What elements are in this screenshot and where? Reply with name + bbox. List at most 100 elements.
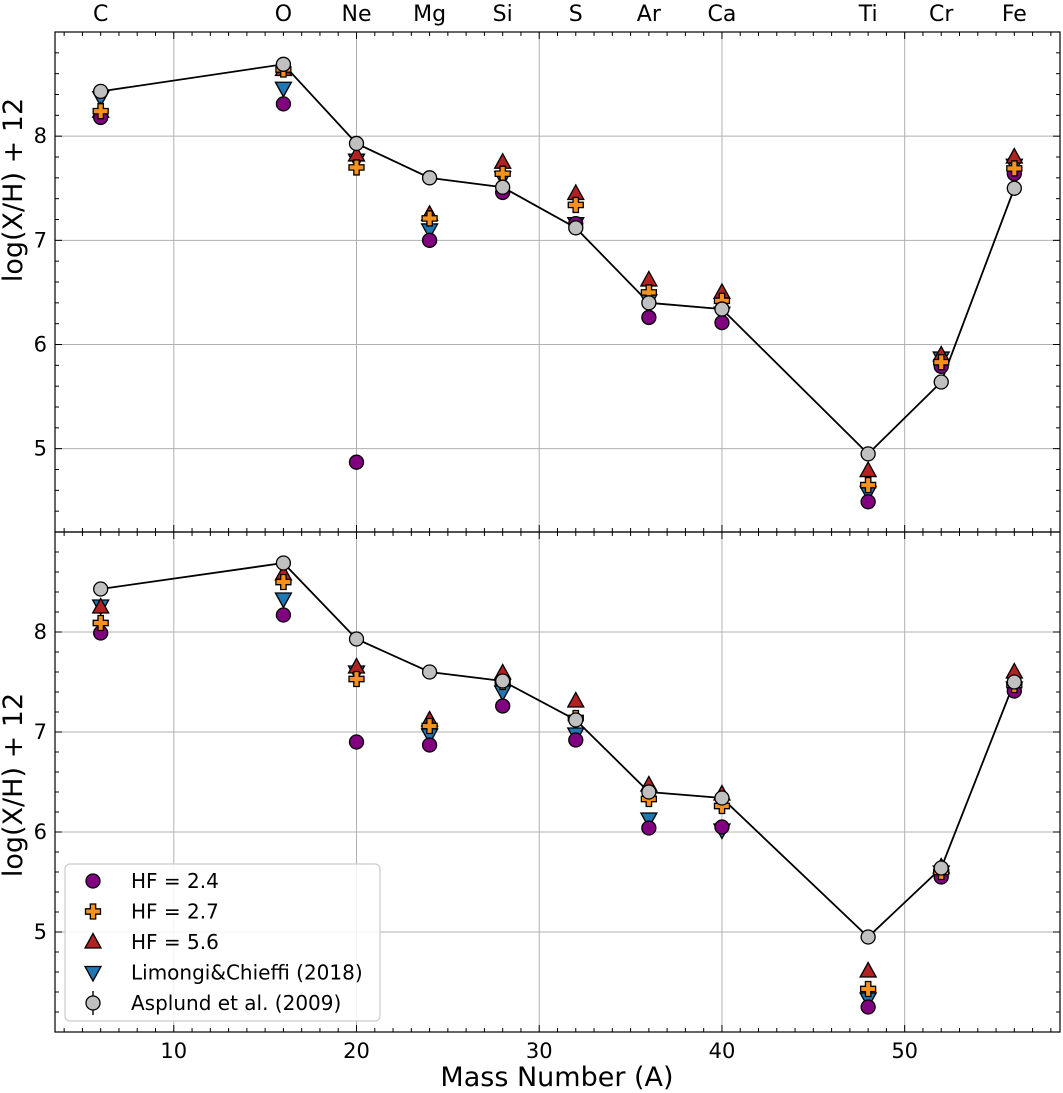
legend-item-asplund-et-al-2009-marker [85, 995, 101, 1011]
bottom-point-hf-2-4 [860, 999, 876, 1015]
bottom-point-hf-2-4 [275, 607, 292, 623]
element-labels: C O Ne Mg Si S Ar Ca Ti Cr Fe [93, 2, 1027, 27]
bottom-point-hf-2-7 [859, 980, 877, 998]
element-label-mg: Mg [413, 2, 446, 27]
element-label-cr: Cr [929, 2, 954, 27]
bottom-point-hf-5-6 [859, 961, 878, 978]
bottom-point-asplund-et-al-2009 [348, 631, 365, 647]
top-y-tick-label: 7 [34, 228, 47, 252]
element-label-si: Si [493, 2, 513, 27]
top-point-hf-2-4 [275, 96, 292, 112]
element-label-ti: Ti [858, 2, 878, 27]
x-tick-label: 30 [526, 1039, 553, 1063]
bottom-point-asplund-et-al-2009 [933, 860, 949, 876]
element-label-ne: Ne [342, 2, 372, 27]
bottom-point-asplund-et-al-2009 [1006, 674, 1022, 690]
x-tick-label: 40 [709, 1039, 736, 1063]
top-point-asplund-et-al-2009 [1006, 180, 1022, 196]
element-label-s: S [569, 2, 583, 27]
top-point-hf-5-6 [859, 460, 878, 478]
top-point-hf-2-4 [641, 309, 657, 326]
legend: HF = 2.4 HF = 2.7 HF = 5.6 Limongi&Chieffi … [64, 863, 381, 1022]
legend-item-asplund-et-al-2009-label: Asplund et al. (2009) [131, 991, 341, 1015]
top-point-asplund-et-al-2009 [421, 170, 438, 186]
element-label-ca: Ca [708, 2, 737, 27]
bottom-point-asplund-et-al-2009 [93, 581, 109, 597]
bottom-panel: 5 6 7 8 10 20 30 40 50 log(X/H) + 12 [0, 531, 1061, 1063]
bottom-point-hf-2-4 [495, 698, 511, 714]
bottom-point-asplund-et-al-2009 [421, 664, 438, 680]
top-point-asplund-et-al-2009 [860, 446, 876, 462]
bottom-point-asplund-et-al-2009 [641, 784, 657, 800]
element-label-ar: Ar [637, 2, 662, 27]
top-point-hf-2-7 [421, 210, 438, 227]
top-point-asplund-et-al-2009 [348, 135, 365, 152]
bottom-point-hf-2-4 [641, 820, 657, 836]
bottom-point-asplund-et-al-2009 [495, 673, 511, 689]
top-point-asplund-et-al-2009 [275, 56, 292, 72]
bottom-point-hf-2-4 [568, 732, 584, 748]
bottom-point-asplund-et-al-2009 [860, 929, 876, 945]
top-asplund-line [100, 63, 1016, 456]
x-tick-label: 20 [343, 1039, 370, 1063]
bottom-point-asplund-et-al-2009 [568, 712, 584, 728]
top-point-asplund-et-al-2009 [714, 301, 730, 317]
legend-item-limongi-chieffi-2018-marker [83, 965, 103, 983]
bottom-point-hf-5-6 [91, 597, 110, 614]
legend-item-hf-2-7-marker [84, 903, 102, 920]
bottom-point-limongi-chieffi-2018 [274, 592, 293, 609]
top-point-hf-2-4 [421, 232, 438, 248]
top-point-hf-2-4 [348, 454, 365, 470]
top-point-asplund-et-al-2009 [495, 179, 511, 195]
top-point-hf-5-6 [639, 270, 658, 287]
legend-item-hf-5-6-marker [83, 932, 103, 949]
bottom-point-hf-2-4 [421, 737, 438, 753]
legend-item-hf-2-4-marker [85, 873, 101, 889]
top-point-hf-2-7 [567, 196, 584, 214]
element-label-o: O [275, 2, 292, 27]
top-point-asplund-et-al-2009 [568, 220, 584, 236]
legend-item-limongi-chieffi-2018-label: Limongi&Chieffi (2018) [131, 961, 363, 985]
bottom-point-hf-2-7 [275, 573, 292, 591]
top-point-limongi-chieffi-2018 [274, 81, 293, 99]
bottom-point-hf-2-7 [421, 717, 438, 735]
bottom-y-axis-label: log(X/H) + 12 [0, 693, 29, 877]
top-y-tick-label: 5 [34, 437, 47, 461]
top-axes-frame [54, 31, 1061, 533]
top-y-tick-label: 6 [34, 333, 47, 357]
bottom-point-hf-2-4 [348, 734, 365, 750]
x-tick-label: 10 [160, 1039, 187, 1063]
legend-item-hf-2-4-label: HF = 2.4 [131, 869, 219, 893]
bottom-y-tick-label: 6 [34, 820, 47, 844]
top-point-hf-2-7 [933, 354, 950, 371]
bottom-y-tick-label: 8 [34, 620, 47, 644]
bottom-point-asplund-et-al-2009 [275, 555, 292, 571]
legend-item-hf-2-7-label: HF = 2.7 [131, 900, 219, 924]
top-point-asplund-et-al-2009 [93, 83, 109, 100]
bottom-y-tick-label: 5 [34, 920, 47, 944]
top-point-hf-2-7 [859, 476, 877, 494]
bottom-point-hf-2-7 [92, 614, 109, 632]
top-y-tick-label: 8 [34, 124, 47, 148]
top-point-asplund-et-al-2009 [641, 295, 657, 311]
legend-item-hf-5-6-label: HF = 5.6 [131, 930, 219, 954]
bottom-point-hf-2-4 [714, 819, 730, 835]
top-point-hf-2-4 [714, 314, 730, 331]
bottom-point-hf-5-6 [566, 691, 585, 708]
x-tick-label: 50 [891, 1039, 918, 1063]
top-point-hf-2-4 [860, 494, 876, 510]
element-label-fe: Fe [1002, 2, 1027, 27]
bottom-point-limongi-chieffi-2018 [639, 812, 658, 829]
top-point-hf-2-7 [92, 103, 109, 120]
top-point-hf-2-7 [1006, 160, 1023, 177]
bottom-point-hf-2-7 [348, 670, 365, 688]
legend-box [64, 863, 381, 1022]
element-label-c: C [93, 2, 108, 27]
top-point-hf-2-7 [348, 159, 365, 176]
bottom-point-asplund-et-al-2009 [714, 790, 730, 806]
x-axis-label: Mass Number (A) [440, 1062, 673, 1093]
top-point-asplund-et-al-2009 [933, 374, 949, 390]
top-y-axis-label: log(X/H) + 12 [0, 98, 29, 282]
